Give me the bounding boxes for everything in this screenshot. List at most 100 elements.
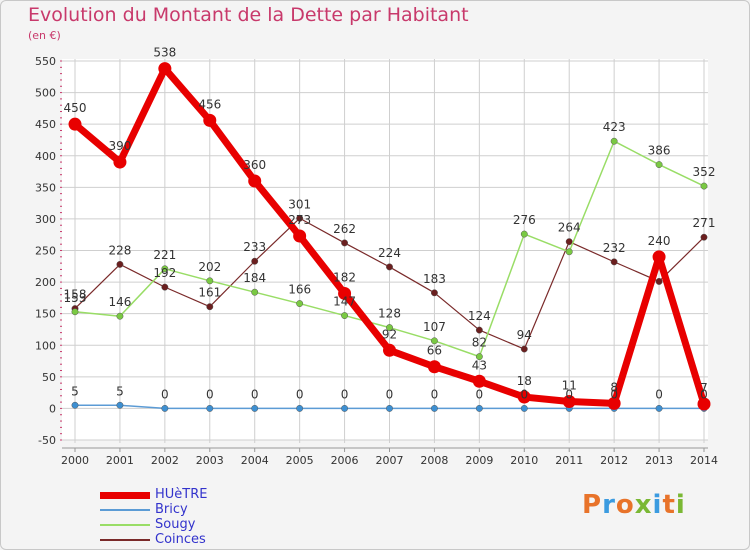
data-label: 0 [700,387,708,401]
chart-title: Evolution du Montant de la Dette par Hab… [28,4,469,26]
data-label: 386 [648,144,671,158]
data-point [386,404,393,412]
logo-letter: P [582,490,603,520]
data-label: 456 [198,97,221,111]
data-label: 124 [468,309,491,323]
data-label: 224 [378,246,401,260]
data-label: 0 [476,387,484,401]
data-point [700,182,708,190]
proxiti-logo: Proxiti [582,490,686,520]
data-label: 271 [693,216,716,230]
data-label: 228 [108,243,131,257]
data-label: 423 [603,120,626,134]
data-label: 240 [648,234,671,248]
data-point [430,289,438,297]
y-tick-label: 150 [35,308,56,321]
data-point [655,278,663,285]
x-tick-label: 2000 [61,454,89,467]
legend-swatch-bricy [100,509,150,511]
data-label: 0 [296,387,304,401]
data-point [520,230,528,238]
data-point [517,390,531,404]
y-tick-label: 450 [35,118,56,131]
data-point [293,229,307,243]
x-tick-label: 2011 [555,454,583,467]
data-point [338,286,352,300]
data-point [158,62,172,76]
y-tick-label: 0 [49,402,56,415]
x-tick-label: 2005 [286,454,314,467]
data-point [562,394,576,408]
data-point [68,117,82,131]
data-label: 0 [655,387,663,401]
data-point [430,337,438,345]
data-point [116,401,124,409]
legend-label-huetre: HUèTRE [155,487,208,502]
data-point [251,257,259,265]
data-point [71,401,79,409]
data-point [71,308,79,316]
y-tick-label: 200 [35,276,56,289]
data-label: 128 [378,307,401,321]
y-tick-label: 350 [35,181,56,194]
x-tick-label: 2004 [241,454,269,467]
data-label: 146 [108,295,131,309]
legend-item-bricy: Bricy [100,502,300,518]
data-point [206,277,214,285]
data-label: 233 [243,240,266,254]
logo-letter: x [634,490,653,520]
legend-item-sougy: Sougy [100,517,300,533]
logo-letter: t [662,490,676,520]
data-label: 5 [71,384,79,398]
data-point [296,300,304,308]
data-label: 0 [206,387,214,401]
data-label: 184 [243,271,266,285]
legend-label-coinces: Coinces [155,532,206,547]
x-tick-label: 2012 [600,454,628,467]
data-label: 232 [603,241,626,255]
y-tick-label: 300 [35,213,56,226]
x-tick-label: 2002 [151,454,179,467]
data-point [475,404,483,412]
data-point [116,312,124,320]
y-tick-label: 50 [42,371,56,384]
data-label: 18 [517,374,532,388]
data-label: 301 [288,197,311,211]
data-point [475,353,483,361]
legend-swatch-coinces [100,539,150,541]
data-point [652,250,666,264]
data-point [206,404,214,412]
logo-letter: o [615,490,635,520]
data-label: 0 [386,387,394,401]
data-label: 276 [513,213,536,227]
data-point [341,239,349,247]
legend-item-huetre: HUèTRE [100,487,300,503]
data-point [341,312,349,320]
data-point [251,288,259,296]
data-point [161,283,169,291]
data-point [113,155,127,169]
x-tick-label: 2014 [690,454,718,467]
data-label: 202 [198,260,221,274]
data-label: 166 [288,283,311,297]
data-label: 153 [64,291,87,305]
data-point [161,404,169,412]
data-point [565,248,573,256]
x-tick-label: 2006 [331,454,359,467]
x-tick-label: 2010 [510,454,538,467]
data-point [248,174,262,188]
data-label: 0 [520,387,528,401]
legend: HUèTRE Bricy Sougy Coinces [100,487,300,548]
data-point [251,404,259,412]
data-label: 221 [153,248,176,262]
legend-label-sougy: Sougy [155,517,196,532]
data-point [430,404,438,412]
data-label: 538 [153,46,176,60]
data-point [607,396,621,410]
data-point [203,113,217,127]
x-tick-label: 2013 [645,454,673,467]
data-label: 0 [610,387,618,401]
y-tick-label: 400 [35,150,56,163]
data-label: 161 [198,286,221,300]
data-point [700,233,708,241]
